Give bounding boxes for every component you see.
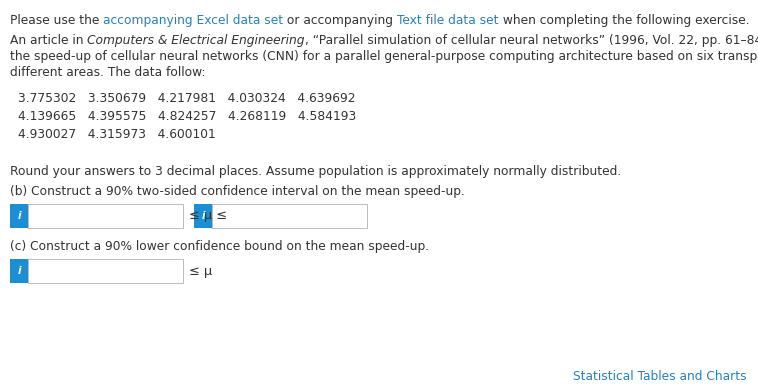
Text: the speed-up of cellular neural networks (CNN) for a parallel general-purpose co: the speed-up of cellular neural networks… <box>10 50 758 63</box>
Text: ≤ μ: ≤ μ <box>189 265 212 278</box>
Text: i: i <box>17 211 20 221</box>
Text: i: i <box>17 266 20 276</box>
FancyBboxPatch shape <box>10 259 28 283</box>
Text: or accompanying: or accompanying <box>283 14 397 27</box>
Text: An article in: An article in <box>10 34 87 47</box>
Text: when completing the following exercise.: when completing the following exercise. <box>499 14 750 27</box>
Text: Computers & Electrical Engineering: Computers & Electrical Engineering <box>87 34 305 47</box>
FancyBboxPatch shape <box>194 204 212 228</box>
FancyBboxPatch shape <box>212 204 367 228</box>
Text: i: i <box>202 211 205 221</box>
Text: 4.930027   4.315973   4.600101: 4.930027 4.315973 4.600101 <box>18 128 216 141</box>
Text: 4.139665   4.395575   4.824257   4.268119   4.584193: 4.139665 4.395575 4.824257 4.268119 4.58… <box>18 110 356 123</box>
Text: (c) Construct a 90% lower confidence bound on the mean speed-up.: (c) Construct a 90% lower confidence bou… <box>10 240 429 253</box>
Text: 3.775302   3.350679   4.217981   4.030324   4.639692: 3.775302 3.350679 4.217981 4.030324 4.63… <box>18 92 356 105</box>
Text: Please use the: Please use the <box>10 14 103 27</box>
Text: , “Parallel simulation of cellular neural networks” (1996, Vol. 22, pp. 61–84) c: , “Parallel simulation of cellular neura… <box>305 34 758 47</box>
FancyBboxPatch shape <box>28 204 183 228</box>
Text: Round your answers to 3 decimal places. Assume population is approximately norma: Round your answers to 3 decimal places. … <box>10 165 622 178</box>
Text: Statistical Tables and Charts: Statistical Tables and Charts <box>573 370 747 383</box>
Text: (b) Construct a 90% two-sided confidence interval on the mean speed-up.: (b) Construct a 90% two-sided confidence… <box>10 185 465 198</box>
Text: different areas. The data follow:: different areas. The data follow: <box>10 66 205 79</box>
Text: Text file data set: Text file data set <box>397 14 499 27</box>
FancyBboxPatch shape <box>10 204 28 228</box>
FancyBboxPatch shape <box>28 259 183 283</box>
Text: ≤ μ ≤: ≤ μ ≤ <box>189 209 227 223</box>
Text: accompanying Excel data set: accompanying Excel data set <box>103 14 283 27</box>
